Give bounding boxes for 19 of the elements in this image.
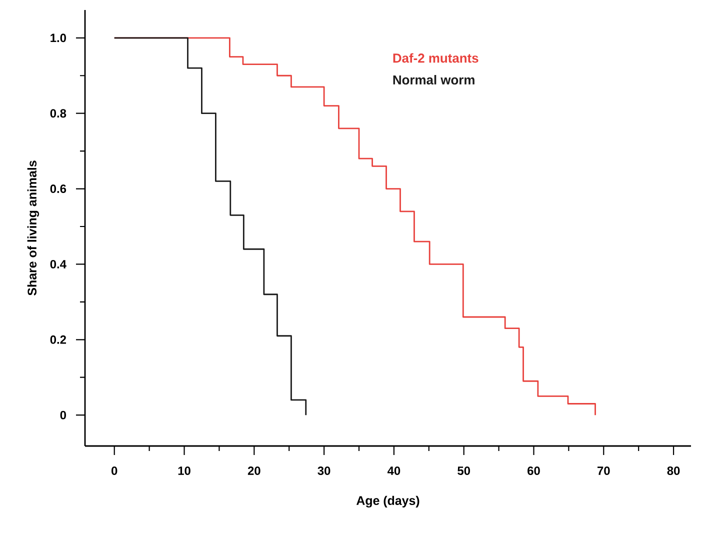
x-axis-title: Age (days) [356, 496, 420, 508]
x-tick-label: 20 [248, 466, 260, 475]
x-tick-label: 30 [318, 466, 330, 476]
x-tick-label: 60 [528, 466, 540, 475]
x-tick-label: 50 [458, 466, 470, 475]
y-tick-label: 0.6 [50, 184, 66, 193]
y-tick-label: 0 [60, 410, 66, 420]
text: Daf-2 mutants [393, 53, 478, 63]
x-tick-label: 80 [667, 466, 680, 475]
x-tick-label: 10 [178, 466, 190, 475]
y-tick-label: 0.2 [50, 335, 66, 344]
x-tick-label: 0 [112, 466, 118, 475]
y-tick-label: 1.0 [50, 34, 66, 42]
y-tick-label: 0.8 [50, 109, 66, 118]
x-tick-label: 70 [598, 466, 610, 475]
y-axis-title: Share of living animals [27, 160, 40, 296]
text: Normal worm [393, 74, 474, 85]
x-tick-label: 40 [387, 466, 400, 475]
y-tick-label: 0.4 [50, 260, 66, 268]
